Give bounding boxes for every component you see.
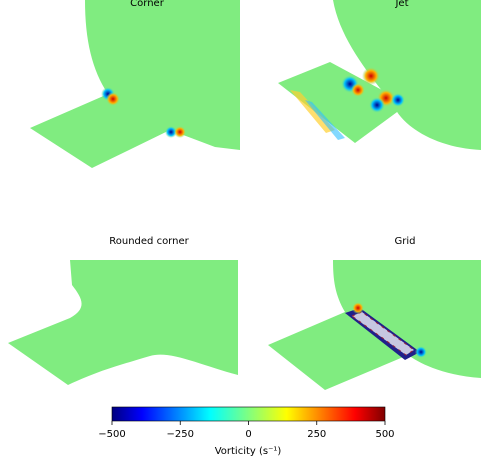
colorbar-tick-label: 500: [375, 429, 394, 440]
panel-title: Corner: [130, 0, 165, 9]
panel-jet: [278, 0, 481, 150]
panel-title: Rounded corner: [109, 236, 189, 247]
panel-title: Jet: [394, 0, 408, 9]
colorbar: [111, 406, 386, 422]
colorbar-tick-label: −500: [98, 429, 125, 440]
panel-grid: [268, 260, 481, 390]
panel-title: Grid: [395, 236, 416, 247]
colorbar-label: Vorticity (s⁻¹): [215, 446, 282, 457]
colorbar-tick-label: 0: [245, 429, 251, 440]
colorbar-tick-label: 250: [307, 429, 326, 440]
panel-corner: [30, 0, 240, 168]
colorbar-tick-label: −250: [167, 429, 194, 440]
panel-rounded-corner: [8, 260, 238, 385]
